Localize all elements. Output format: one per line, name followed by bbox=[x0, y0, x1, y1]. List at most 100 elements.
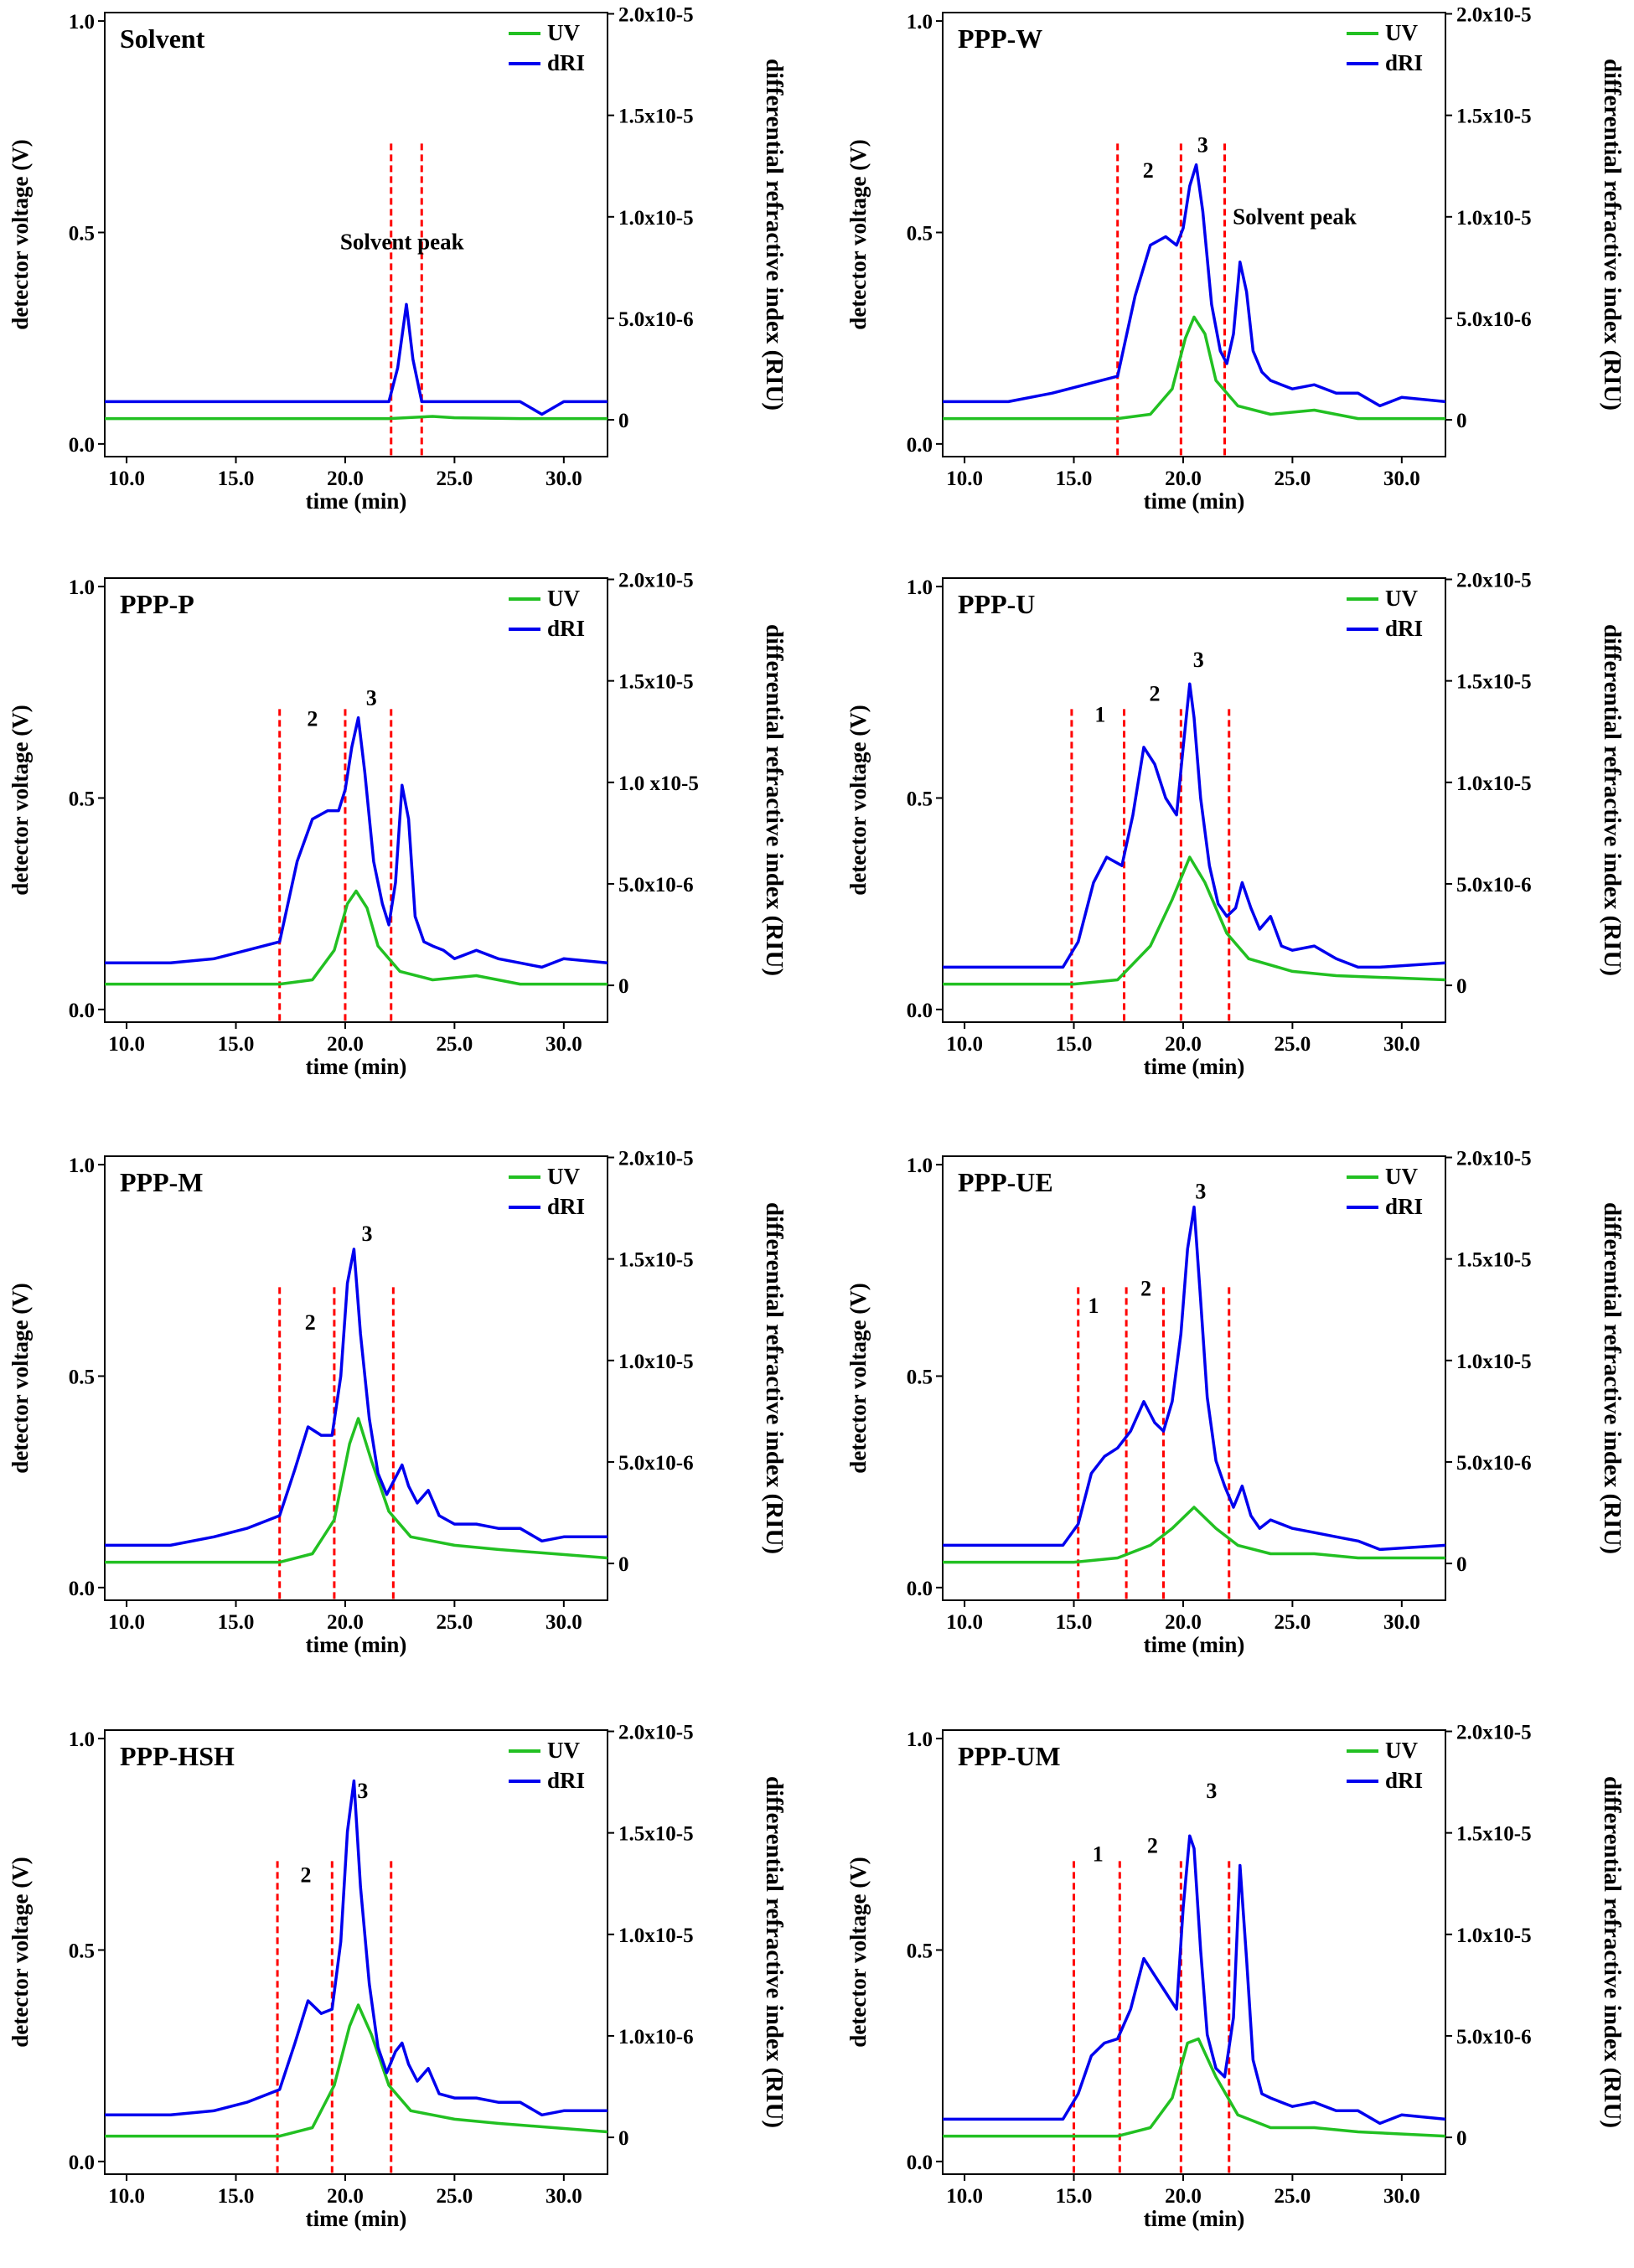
y-tick-label: 0.0 bbox=[907, 434, 933, 457]
x-tick-label: 30.0 bbox=[546, 1033, 582, 1056]
right-tick-label: 5.0x10-6 bbox=[1456, 308, 1532, 331]
right-tick-label: 5.0x10-6 bbox=[618, 874, 694, 896]
left-axis-label: detector voltage (V) bbox=[845, 705, 871, 895]
x-axis-label: time (min) bbox=[306, 1632, 407, 1657]
right-tick-label: 1.5x10-5 bbox=[618, 1249, 694, 1272]
right-tick-label: 0 bbox=[618, 2127, 629, 2150]
x-tick-label: 30.0 bbox=[546, 468, 582, 490]
right-axis-label: differential refractive index (RIU) bbox=[761, 624, 788, 976]
legend-uv-label: UV bbox=[1385, 1164, 1418, 1189]
dri-trace bbox=[105, 1248, 608, 1547]
peak-label: 3 bbox=[1206, 1779, 1217, 1803]
dri-trace bbox=[943, 682, 1445, 969]
chart-title: Solvent bbox=[120, 23, 205, 54]
y-tick-label: 1.0 bbox=[907, 1728, 933, 1751]
x-axis-label: time (min) bbox=[306, 488, 407, 514]
right-tick-label: 5.0x10-6 bbox=[618, 308, 694, 331]
x-axis-label: time (min) bbox=[306, 2206, 407, 2231]
right-tick-label: 0 bbox=[618, 410, 629, 432]
legend-uv-label: UV bbox=[547, 586, 580, 611]
legend-uv-label: UV bbox=[547, 1164, 580, 1189]
right-axis-label: differential refractive index (RIU) bbox=[761, 1776, 788, 2128]
dri-trace bbox=[105, 716, 608, 969]
chart-panel: 10.0 15.0 20.0 25.0 30.0 0.0 0.5 1.0 0 5.0x10-6 1.… bbox=[845, 1148, 1626, 1657]
right-tick-label: 0 bbox=[1456, 975, 1467, 998]
x-tick-label: 15.0 bbox=[1056, 1611, 1093, 1634]
plot-frame bbox=[104, 12, 608, 457]
right-tick-label: 1.0x10-5 bbox=[1456, 772, 1532, 795]
right-tick-label: 5.0x10-6 bbox=[618, 1452, 694, 1475]
right-tick-label: 2.0x10-5 bbox=[618, 1148, 694, 1170]
uv-trace bbox=[105, 889, 608, 986]
right-tick-label: 1.5x10-5 bbox=[618, 1823, 694, 1846]
y-tick-label: 1.0 bbox=[907, 576, 933, 599]
x-tick-label: 10.0 bbox=[108, 1033, 145, 1056]
x-tick-label: 25.0 bbox=[437, 1611, 473, 1634]
annotation-label: Solvent peak bbox=[340, 230, 464, 255]
x-tick-label: 20.0 bbox=[1165, 2185, 1202, 2208]
x-tick-label: 20.0 bbox=[1165, 468, 1202, 490]
right-tick-label: 2.0x10-5 bbox=[618, 4, 694, 27]
plot-frame bbox=[942, 1155, 1446, 1601]
x-axis-label: time (min) bbox=[1144, 1632, 1245, 1657]
chart-panel: 10.0 15.0 20.0 25.0 30.0 0.0 0.5 1.0 0 1.0x10-6 1.… bbox=[8, 1722, 788, 2231]
peak-label: 2 bbox=[307, 707, 318, 731]
y-tick-label: 0.5 bbox=[69, 788, 95, 810]
peak-label: 1 bbox=[1093, 1842, 1104, 1866]
dri-trace bbox=[943, 1834, 1445, 2126]
y-tick-label: 0.5 bbox=[69, 1940, 95, 1962]
x-tick-label: 15.0 bbox=[1056, 1033, 1093, 1056]
x-tick-label: 30.0 bbox=[546, 2185, 582, 2208]
dri-trace bbox=[105, 1779, 608, 2117]
peak-label: 3 bbox=[362, 1222, 373, 1246]
chart-panel: 10.0 15.0 20.0 25.0 30.0 0.0 0.5 1.0 0 5.0x10-6 1.… bbox=[845, 1722, 1626, 2231]
chart-title: PPP-HSH bbox=[120, 1741, 235, 1771]
y-tick-label: 0.5 bbox=[907, 1366, 933, 1388]
x-tick-label: 30.0 bbox=[1383, 468, 1420, 490]
right-tick-label: 0 bbox=[618, 975, 629, 998]
chart-title: PPP-M bbox=[120, 1167, 204, 1197]
right-tick-label: 1.0x10-5 bbox=[1456, 1351, 1532, 1373]
peak-label: 3 bbox=[357, 1779, 368, 1803]
x-tick-label: 25.0 bbox=[1275, 1033, 1311, 1056]
chart-panel: 10.0 15.0 20.0 25.0 30.0 0.0 0.5 1.0 0 5.0x10-6 1.… bbox=[845, 570, 1626, 1079]
x-tick-label: 30.0 bbox=[546, 1611, 582, 1634]
legend-uv-label: UV bbox=[1385, 1738, 1418, 1763]
uv-trace bbox=[105, 1417, 608, 1564]
left-axis-label: detector voltage (V) bbox=[8, 1857, 33, 2047]
legend-dri-label: dRI bbox=[1385, 1194, 1423, 1219]
right-axis-label: differential refractive index (RIU) bbox=[1599, 1202, 1626, 1554]
x-tick-label: 25.0 bbox=[1275, 468, 1311, 490]
x-tick-label: 10.0 bbox=[108, 1611, 145, 1634]
right-tick-label: 0 bbox=[1456, 1553, 1467, 1576]
x-tick-label: 15.0 bbox=[1056, 468, 1093, 490]
right-tick-label: 1.0 x10-5 bbox=[618, 772, 699, 795]
x-tick-label: 10.0 bbox=[108, 2185, 145, 2208]
chart-title: PPP-P bbox=[120, 589, 194, 619]
chart-title: PPP-UE bbox=[958, 1167, 1053, 1197]
x-tick-label: 15.0 bbox=[1056, 2185, 1093, 2208]
peak-label: 2 bbox=[1143, 158, 1154, 183]
right-tick-label: 2.0x10-5 bbox=[1456, 1722, 1532, 1744]
y-tick-label: 0.5 bbox=[907, 788, 933, 810]
x-tick-label: 25.0 bbox=[437, 1033, 473, 1056]
right-tick-label: 1.0x10-5 bbox=[618, 1924, 694, 1947]
right-tick-label: 0 bbox=[1456, 2127, 1467, 2150]
right-tick-label: 1.0x10-5 bbox=[1456, 207, 1532, 230]
right-axis-label: differential refractive index (RIU) bbox=[761, 1202, 788, 1554]
right-axis-label: differential refractive index (RIU) bbox=[1599, 624, 1626, 976]
x-tick-label: 10.0 bbox=[946, 1611, 983, 1634]
legend-dri-label: dRI bbox=[547, 616, 585, 641]
peak-label: 2 bbox=[1150, 681, 1161, 705]
y-tick-label: 0.0 bbox=[69, 2152, 95, 2174]
peak-label: 3 bbox=[1193, 648, 1204, 672]
right-tick-label: 0 bbox=[618, 1553, 629, 1576]
right-tick-label: 1.0x10-5 bbox=[1456, 1924, 1532, 1947]
uv-trace bbox=[943, 855, 1445, 986]
legend-uv-label: UV bbox=[547, 1738, 580, 1763]
chart-panel: 10.0 15.0 20.0 25.0 30.0 0.0 0.5 1.0 0 5.0x10-6 1.… bbox=[8, 570, 788, 1079]
dri-trace bbox=[943, 1205, 1445, 1552]
legend-uv-label: UV bbox=[1385, 20, 1418, 45]
legend-uv-label: UV bbox=[547, 20, 580, 45]
